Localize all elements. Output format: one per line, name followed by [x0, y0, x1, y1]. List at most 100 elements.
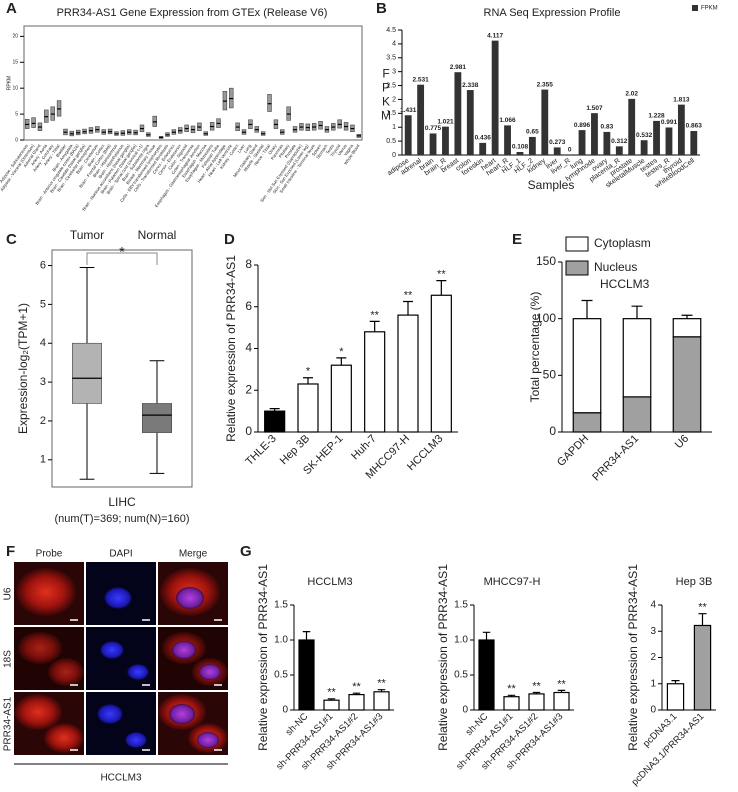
x-axis-label: LIHC: [108, 495, 136, 509]
bar: [264, 410, 286, 433]
bar: [528, 136, 536, 155]
plot-frame: [51, 249, 193, 488]
value-label: 0.273: [549, 139, 566, 146]
bar: [693, 624, 712, 711]
significance: **: [437, 269, 446, 281]
y-tick-label: 50: [543, 368, 557, 382]
y-tick-label: 6: [40, 259, 46, 271]
error-bar: [671, 680, 680, 684]
bar: [516, 152, 524, 155]
caption: (num(T)=369; num(N)=160): [54, 513, 189, 525]
y-tick-label: 1: [392, 124, 396, 131]
error-bar: [377, 689, 386, 692]
y-axis-label: Total percentage (%): [528, 292, 542, 403]
bar: [430, 294, 452, 433]
bar: [503, 696, 520, 711]
box: [267, 94, 272, 112]
x-tick-label: Liver: [236, 143, 246, 154]
panel-label: A: [6, 0, 17, 17]
significance: **: [698, 602, 707, 614]
y-tick-label: 150: [536, 254, 556, 268]
column-header: Probe: [36, 549, 63, 560]
y-tick-label: 3: [650, 626, 656, 637]
y-tick-label: 6: [245, 299, 252, 313]
error-bar: [507, 694, 516, 697]
bar: [653, 120, 660, 155]
value-label: 0.65: [526, 129, 539, 136]
value-label: 4.117: [487, 32, 503, 39]
bar: [615, 146, 623, 155]
bar: [640, 140, 648, 155]
significance: **: [370, 309, 379, 321]
value-label: 1.507: [586, 105, 603, 112]
chart-title: HCCLM3: [307, 576, 352, 588]
error-bar: [557, 689, 566, 693]
y-tick-label: 3: [392, 69, 396, 76]
bar-segment: [622, 396, 652, 433]
bar: [666, 683, 685, 711]
row-label: PRR34-AS1: [3, 696, 14, 751]
y-axis-label: Relative expression of PRR34-AS1: [436, 564, 450, 751]
y-tick-label: 2: [40, 415, 46, 427]
chart-title: Hep 3B: [676, 576, 713, 588]
column-header: Merge: [179, 549, 208, 560]
error-bar: [369, 320, 380, 332]
y-tick-label: 3.5: [386, 55, 396, 62]
y-axis-label: Relative expression of PRR34-AS1: [224, 255, 238, 442]
bar: [677, 104, 685, 155]
error-bar: [681, 314, 693, 319]
significance: **: [352, 681, 361, 693]
y-tick-label: 5: [15, 111, 18, 117]
significance: **: [327, 687, 336, 699]
bar: [397, 314, 419, 433]
y-tick-label: 0: [392, 152, 396, 159]
y-tick-label: 4: [392, 41, 396, 48]
box: [72, 342, 103, 404]
y-tick-label: 1.5: [454, 600, 468, 611]
y-tick-label: 2.5: [386, 82, 396, 89]
bar: [628, 98, 636, 155]
value-label: 1.431: [400, 107, 417, 114]
error-bar: [482, 631, 491, 640]
y-tick-label: 0.5: [274, 670, 288, 681]
error-bar: [269, 408, 280, 412]
y-tick-label: 2: [650, 652, 656, 663]
category-label: Normal: [138, 228, 177, 242]
y-tick-label: 4: [40, 337, 46, 349]
bar: [690, 131, 698, 155]
bar: [454, 72, 462, 155]
value-label: 0.775: [425, 125, 442, 132]
bar: [373, 691, 390, 711]
bar: [541, 89, 549, 155]
x-tick-label: Uterus: [337, 143, 348, 156]
bar: [417, 84, 425, 155]
bar: [330, 364, 352, 433]
panel-label: B: [376, 0, 387, 17]
bar: [364, 331, 386, 433]
y-tick-label: 0: [549, 424, 556, 438]
y-tick-label: 8: [245, 257, 252, 271]
value-label: 0.532: [636, 132, 653, 139]
x-tick-label: Adipose - Visceral (Omentum): [0, 143, 36, 192]
category-label: Tumor: [70, 228, 104, 242]
significance: **: [532, 680, 541, 692]
x-tick-label: Spleen: [311, 143, 323, 157]
y-axis-label: Relative expression of PRR34-AS1: [626, 564, 640, 751]
error-bar: [631, 305, 643, 319]
x-tick-label: Vagina: [343, 143, 355, 157]
annotation: *: [119, 244, 125, 260]
error-bar: [532, 691, 541, 694]
panel-f: Probe DAPI Merge U6 18S PRR34-AS1 HCCLM3: [3, 549, 228, 784]
y-tick-label: 100: [536, 311, 556, 325]
y-tick-label: 1.0: [454, 635, 468, 646]
bar: [404, 115, 412, 155]
y-tick-label: 10: [12, 86, 18, 92]
row-label: U6: [3, 587, 14, 600]
y-tick-label: 0: [650, 705, 656, 716]
bar: [348, 693, 365, 711]
y-axis-label: FPKM: [379, 67, 393, 123]
error-bar: [403, 300, 413, 316]
y-tick-label: 1.5: [274, 600, 288, 611]
bar: [298, 639, 315, 711]
